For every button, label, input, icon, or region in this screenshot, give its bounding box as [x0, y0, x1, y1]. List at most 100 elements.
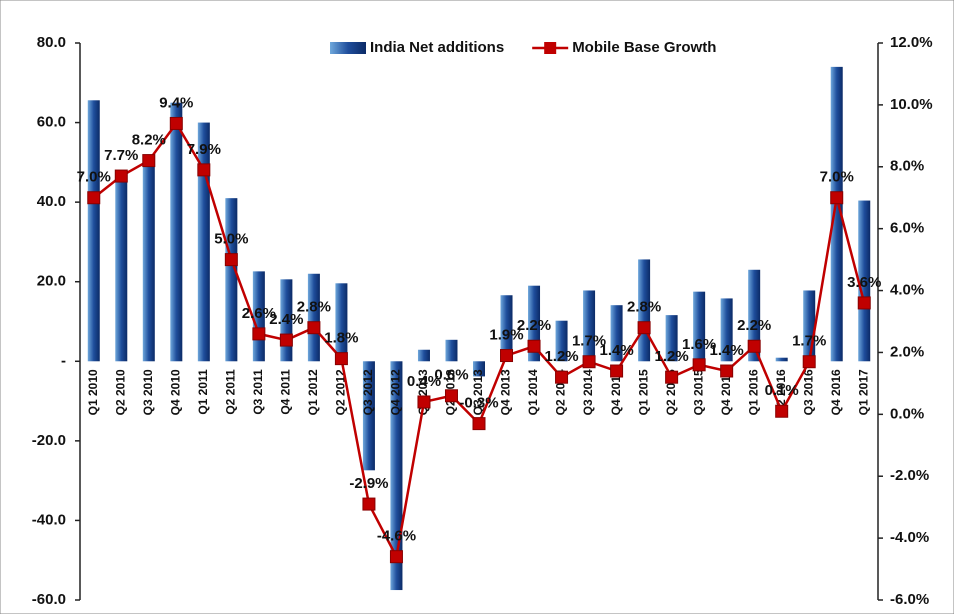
x-tick-label: Q4 2011: [279, 369, 293, 415]
data-label: 1.8%: [324, 330, 358, 347]
x-tick-label: Q3 2014: [581, 369, 595, 415]
bar: [417, 349, 430, 362]
data-label: 1.4%: [710, 342, 744, 359]
bar: [583, 290, 596, 362]
x-tick-label: Q1 2017: [856, 369, 870, 415]
y2-tick-label: -4.0%: [890, 529, 929, 546]
bar: [830, 66, 843, 362]
marker: [637, 321, 651, 335]
data-label: 9.4%: [159, 94, 193, 111]
bar: [252, 271, 265, 362]
data-label: 2.4%: [269, 311, 303, 328]
x-tick-label: Q1 2014: [526, 369, 540, 415]
bar: [803, 290, 816, 362]
bar: [500, 295, 513, 362]
marker: [114, 169, 128, 183]
marker: [802, 355, 816, 369]
x-tick-label: Q1 2016: [746, 369, 760, 415]
marker: [857, 296, 871, 310]
y-tick-label: 40.0: [37, 193, 66, 210]
legend-swatch: [330, 42, 366, 54]
marker: [87, 191, 101, 205]
data-label: 1.7%: [792, 333, 826, 350]
data-label: 2.6%: [242, 305, 276, 322]
y-tick-label: 60.0: [37, 114, 66, 131]
data-label: 7.0%: [77, 169, 111, 186]
marker: [527, 339, 541, 353]
bar: [473, 361, 485, 377]
x-tick-label: Q1 2011: [196, 369, 210, 415]
marker: [169, 116, 183, 130]
data-label: -0.3%: [459, 395, 498, 412]
marker: [720, 364, 734, 378]
x-tick-label: Q1 2010: [86, 369, 100, 415]
bar: [197, 122, 210, 362]
bar: [555, 320, 568, 362]
bar: [858, 200, 871, 362]
bar: [748, 269, 761, 362]
bar: [115, 170, 128, 362]
x-tick-label: Q3 2016: [801, 369, 815, 415]
data-label: -4.6%: [377, 528, 416, 545]
data-label: 1.2%: [655, 348, 689, 365]
data-label: 0.4%: [407, 373, 441, 390]
data-label: 2.2%: [737, 317, 771, 334]
marker: [252, 327, 266, 341]
bar: [362, 361, 375, 471]
marker: [279, 333, 293, 347]
y2-tick-label: 12.0%: [890, 34, 933, 51]
x-tick-label: Q2 2012: [334, 369, 348, 415]
marker: [610, 364, 624, 378]
bar: [142, 154, 155, 362]
bar: [638, 259, 651, 362]
y2-tick-label: -6.0%: [890, 591, 929, 608]
marker: [307, 321, 321, 335]
bar: [665, 315, 678, 362]
marker: [197, 163, 211, 177]
y-tick-label: 20.0: [37, 273, 66, 290]
marker: [775, 404, 789, 418]
data-label: 5.0%: [214, 231, 248, 248]
bar: [445, 339, 458, 362]
bar: [693, 291, 706, 362]
data-label: 1.4%: [599, 342, 633, 359]
marker: [417, 395, 431, 409]
marker: [500, 349, 514, 363]
x-tick-label: Q4 2015: [719, 369, 733, 415]
marker: [582, 355, 596, 369]
data-label: 8.2%: [132, 132, 166, 149]
bar: [610, 305, 623, 362]
marker: [472, 417, 486, 431]
y-tick-label: 80.0: [37, 34, 66, 51]
bar: [87, 100, 100, 362]
y-tick-label: -40.0: [32, 511, 66, 528]
bar: [335, 283, 348, 362]
y2-tick-label: -2.0%: [890, 467, 929, 484]
x-tick-label: Q4 2013: [499, 369, 513, 415]
x-tick-label: Q1 2015: [636, 369, 650, 415]
data-label: 2.2%: [517, 317, 551, 334]
marker: [444, 389, 458, 403]
marker: [334, 352, 348, 366]
data-label: 0.1%: [765, 382, 799, 399]
y2-tick-label: 10.0%: [890, 96, 933, 113]
data-label: -2.9%: [349, 475, 388, 492]
x-tick-label: Q3 2010: [141, 369, 155, 415]
bar: [775, 357, 788, 362]
y2-tick-label: 4.0%: [890, 282, 924, 299]
data-label: 1.6%: [682, 336, 716, 353]
bar: [225, 198, 238, 362]
x-tick-label: Q2 2011: [224, 369, 238, 415]
data-label: 7.7%: [104, 147, 138, 164]
marker: [692, 358, 706, 372]
marker: [224, 253, 238, 267]
data-label: 1.2%: [544, 348, 578, 365]
x-tick-label: Q4 2016: [829, 369, 843, 415]
x-tick-label: Q4 2012: [389, 369, 403, 415]
data-label: 7.0%: [820, 169, 854, 186]
x-tick-label: Q4 2014: [609, 369, 623, 415]
x-tick-label: Q2 2010: [113, 369, 127, 415]
bar: [307, 273, 320, 362]
